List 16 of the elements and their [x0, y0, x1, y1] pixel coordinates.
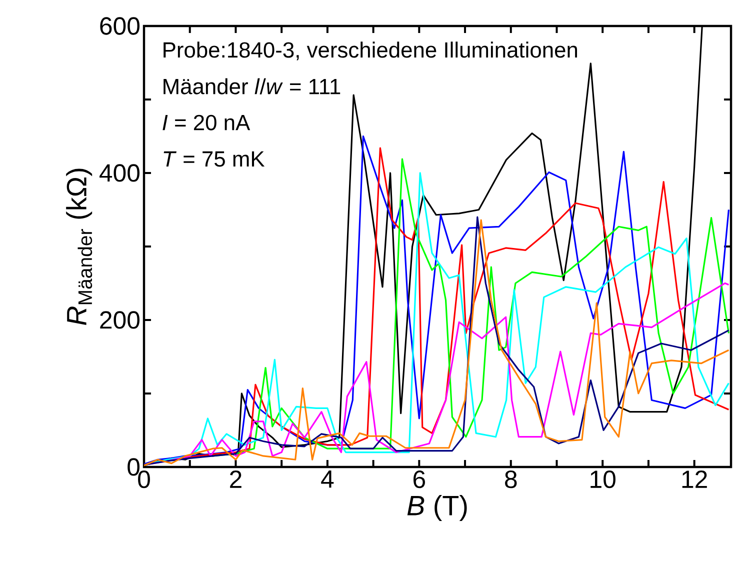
- annotation: T = 75 mK: [164, 151, 265, 167]
- y-tick-label: 400: [100, 164, 140, 182]
- x-tick-label: 2: [230, 470, 242, 488]
- x-tick-label: 8: [505, 470, 517, 488]
- x-tick-label: 6: [414, 470, 425, 488]
- x-axis-title: B (T): [407, 494, 467, 521]
- y-tick-label: 600: [100, 17, 140, 35]
- x-tick-label: 4: [321, 470, 334, 488]
- y-tick-label: 0: [128, 458, 140, 476]
- annotation: I = 20 nA: [162, 114, 250, 130]
- annotation: Mäander l/w = 111: [164, 78, 340, 94]
- annotation: Probe:1840-3, verschiedene Illuminationen: [164, 42, 578, 60]
- y-tick-label: 200: [100, 311, 140, 329]
- x-tick-label: 10: [590, 470, 616, 488]
- y-axis-title: R$_{Mäander}$ (kΩ): [66, 168, 92, 326]
- x-tick-label: 12: [682, 470, 707, 488]
